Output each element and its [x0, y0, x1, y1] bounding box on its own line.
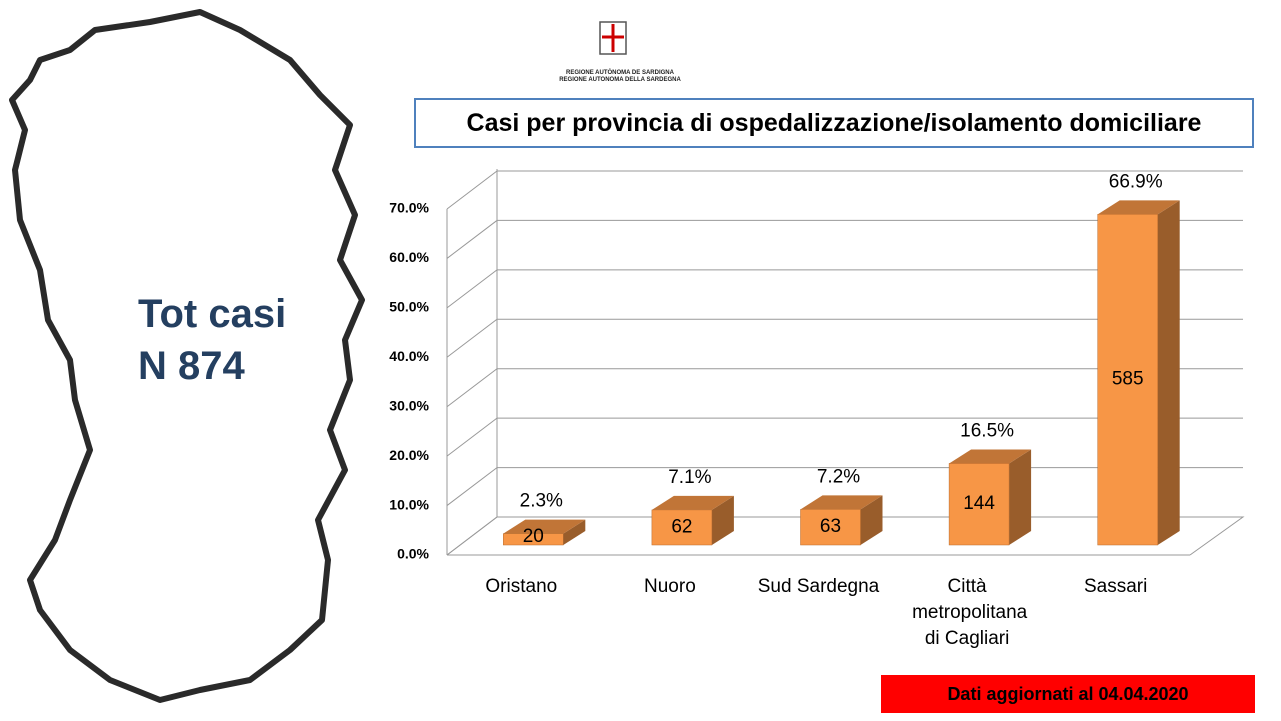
logo-text: REGIONE AUTÒNOMA DE SARDIGNA REGIONE AUT…	[540, 70, 700, 84]
map-outline	[9, 9, 365, 703]
bar-top	[800, 495, 883, 510]
grid-line	[446, 368, 1243, 408]
count-label: 63	[820, 516, 841, 537]
value-label: 16.5%	[960, 420, 1014, 441]
bar-top	[503, 519, 586, 534]
y-tick-label: 70.0%	[389, 200, 429, 216]
bar-front	[1097, 214, 1158, 546]
y-tick-label: 40.0%	[389, 348, 429, 364]
total: Tot casi N 874	[138, 288, 286, 392]
bar	[503, 519, 586, 546]
bar	[1097, 200, 1180, 546]
bar-side	[711, 495, 734, 545]
bar-side	[1157, 200, 1180, 545]
y-tick-label: 50.0%	[389, 299, 429, 315]
value-label: 2.3%	[520, 491, 563, 512]
bar-top	[651, 495, 734, 510]
logo-emblem	[599, 21, 627, 55]
logo-line: REGIONE AUTONOMA DELLA SARDEGNA	[559, 77, 681, 83]
footer: Dati aggiornati al 04.04.2020	[881, 675, 1255, 713]
total-value: N 874	[138, 344, 245, 388]
x-tick-label: Oristano	[485, 576, 558, 597]
bar	[948, 449, 1032, 546]
bar-top	[1097, 200, 1180, 215]
total-label: Tot casi	[138, 292, 287, 336]
count-label: 144	[963, 493, 995, 514]
logo-line: REGIONE AUTÒNOMA DE SARDIGNA	[566, 70, 674, 76]
x-tick-label: Nuoro	[644, 576, 696, 597]
bar-side	[1009, 449, 1032, 545]
grid-line	[446, 318, 1243, 358]
value-label: 7.2%	[817, 466, 860, 487]
bar-side	[860, 495, 883, 545]
x-tick-label: Sud Sardegna	[757, 576, 880, 597]
bar-front	[948, 463, 1010, 546]
x-tick-label: Città metropolitana di Cagliari	[912, 576, 1028, 649]
count-label: 62	[671, 516, 692, 537]
value-label: 7.1%	[668, 467, 711, 488]
y-tick-label: 10.0%	[389, 496, 429, 512]
y-tick-label: 0.0%	[397, 546, 429, 562]
count-label: 585	[1112, 369, 1144, 390]
y-tick-label: 30.0%	[389, 397, 429, 413]
bar-front	[651, 509, 713, 546]
y-tick-label: 20.0%	[389, 447, 429, 463]
chart-title: Casi per provincia di ospedalizzazione/i…	[414, 98, 1254, 148]
bar	[651, 495, 734, 546]
bar-side	[563, 519, 586, 545]
grid-line	[446, 269, 1243, 309]
count-label: 20	[523, 526, 544, 547]
grid-line	[446, 219, 1243, 259]
y-tick-label: 60.0%	[389, 249, 429, 265]
bar-front	[503, 533, 564, 546]
value-label: 66.9%	[1109, 171, 1163, 192]
grid-line	[446, 170, 1243, 210]
bar-top	[949, 449, 1032, 464]
grid-line	[446, 417, 1243, 457]
bar	[800, 495, 883, 546]
x-tick-label: Sassari	[1084, 576, 1148, 597]
bar-front	[800, 509, 861, 546]
